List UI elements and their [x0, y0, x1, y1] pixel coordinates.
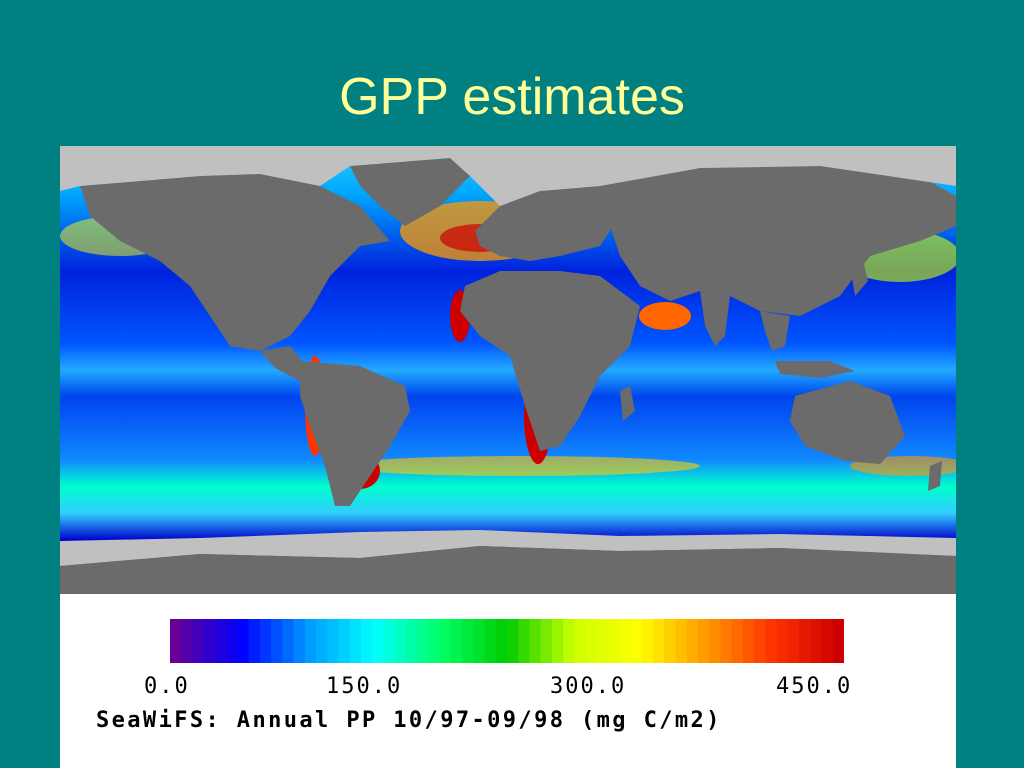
- colorbar-segment: [248, 619, 261, 663]
- colorbar-segment: [675, 619, 688, 663]
- south-america: [300, 361, 410, 506]
- colorbar-segment: [664, 619, 677, 663]
- colorbar-segment: [226, 619, 238, 663]
- southern-ocean-bloom: [340, 456, 700, 476]
- colorbar-segment: [551, 619, 564, 663]
- colorbar-segment: [596, 619, 609, 663]
- colorbar-segment: [765, 619, 778, 663]
- map-figure: 0.0 150.0 300.0 450.0 SeaWiFS: Annual PP…: [60, 146, 956, 768]
- colorbar-segment: [170, 619, 182, 663]
- colorbar-segment: [686, 619, 699, 663]
- colorbar-segment: [709, 619, 722, 663]
- legend-tick-1: 150.0: [326, 674, 403, 699]
- colorbar-segment: [439, 619, 452, 663]
- colorbar: [170, 619, 844, 663]
- colorbar-segment: [720, 619, 733, 663]
- europe: [475, 186, 620, 261]
- colorbar-segment: [653, 619, 665, 663]
- legend-tick-0: 0.0: [144, 674, 190, 699]
- colorbar-segment: [619, 619, 632, 663]
- colorbar-segment: [731, 619, 744, 663]
- colorbar-segment: [529, 619, 542, 663]
- colorbar-segment: [192, 619, 205, 663]
- colorbar-segment: [372, 619, 385, 663]
- colorbar-segment: [349, 619, 362, 663]
- colorbar-segment: [507, 619, 519, 663]
- colorbar-segment: [495, 619, 508, 663]
- colorbar-segment: [327, 619, 340, 663]
- colorbar-segment: [585, 619, 598, 663]
- colorbar-segment: [405, 619, 418, 663]
- colorbar-segment: [540, 619, 553, 663]
- asia: [600, 166, 956, 316]
- colorbar-segment: [383, 619, 396, 663]
- colorbar-segment: [271, 619, 283, 663]
- colorbar-segment: [203, 619, 216, 663]
- colorbar-segment: [821, 619, 834, 663]
- map-caption: SeaWiFS: Annual PP 10/97-09/98 (mg C/m2): [96, 708, 722, 733]
- greenland: [350, 158, 470, 226]
- colorbar-segment: [608, 619, 620, 663]
- productivity-map: [60, 146, 956, 594]
- colorbar-segment: [697, 619, 710, 663]
- colorbar-segment: [754, 619, 766, 663]
- colorbar-segment: [484, 619, 497, 663]
- colorbar-segment: [394, 619, 407, 663]
- slide-title: GPP estimates: [339, 68, 685, 126]
- colorbar-segment: [181, 619, 194, 663]
- colorbar-segment: [518, 619, 531, 663]
- legend-tick-3: 450.0: [776, 674, 853, 699]
- colorbar-segment: [810, 619, 823, 663]
- colorbar-segment: [316, 619, 328, 663]
- colorbar-segment: [574, 619, 587, 663]
- land-masses: [60, 158, 956, 594]
- colorbar-segment: [630, 619, 643, 663]
- colorbar-segment: [214, 619, 227, 663]
- africa: [460, 271, 640, 451]
- colorbar-segment: [237, 619, 250, 663]
- colorbar-segment: [259, 619, 272, 663]
- colorbar-segment: [462, 619, 474, 663]
- australia: [790, 381, 905, 464]
- colorbar-segment: [428, 619, 441, 663]
- sea-ice: [60, 146, 956, 566]
- colorbar-segment: [360, 619, 373, 663]
- north-america: [80, 174, 390, 351]
- colorbar-segment: [473, 619, 486, 663]
- colorbar-segment: [563, 619, 575, 663]
- colorbar-segment: [787, 619, 800, 663]
- colorbar-segment: [450, 619, 463, 663]
- legend-tick-2: 300.0: [550, 674, 627, 699]
- colorbar-segment: [304, 619, 317, 663]
- antarctica: [60, 546, 956, 594]
- colorbar-segment: [417, 619, 429, 663]
- colorbar-segment: [282, 619, 295, 663]
- arabian-sea: [639, 302, 691, 330]
- colorbar-segment: [293, 619, 306, 663]
- colorbar-segment: [641, 619, 654, 663]
- colorbar-segment: [799, 619, 811, 663]
- colorbar-segment: [338, 619, 351, 663]
- colorbar-segment: [742, 619, 755, 663]
- colorbar-segment: [776, 619, 789, 663]
- colorbar-segment: [832, 619, 844, 663]
